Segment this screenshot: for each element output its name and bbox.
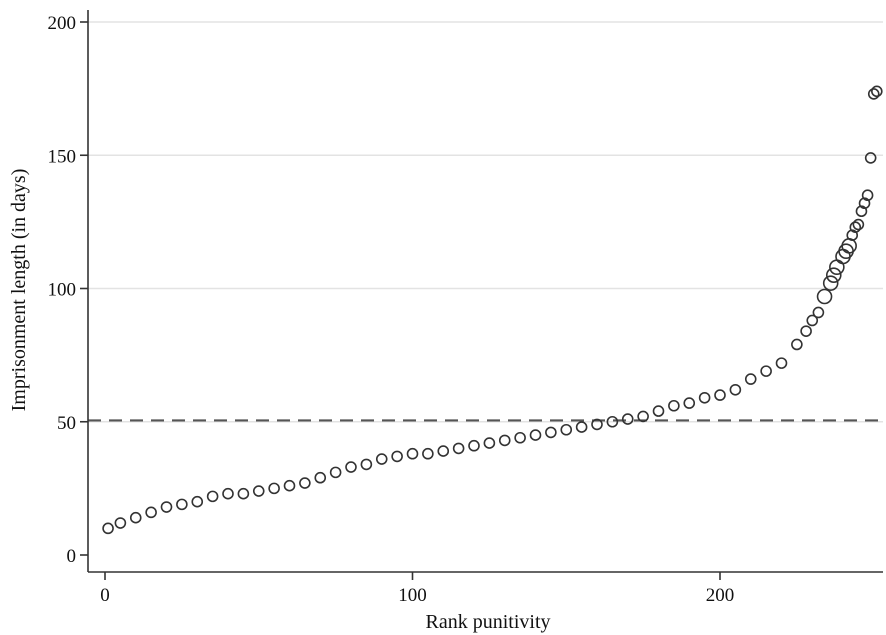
axes: 0 50 100 150 200 0 100 200 [48, 10, 883, 606]
data-point [391, 450, 403, 463]
data-point [606, 415, 619, 428]
data-point [206, 490, 219, 503]
data-point [806, 314, 819, 327]
x-tick-label: 0 [100, 585, 110, 606]
data-point [145, 506, 157, 519]
data-point [652, 405, 665, 417]
data-point [102, 522, 114, 535]
data-point [545, 426, 557, 439]
y-tick-label: 100 [48, 280, 77, 301]
data-point [514, 431, 526, 444]
data-point [268, 482, 280, 495]
data-point [791, 338, 803, 351]
y-axis-title: Imprisonment length (in days) [8, 169, 30, 412]
data-point [360, 458, 373, 471]
data-point [867, 88, 880, 100]
data-point [176, 498, 188, 511]
data-point [861, 189, 874, 202]
data-point [283, 479, 296, 492]
data-point [825, 267, 842, 283]
x-axis-title: Rank punitivity [426, 611, 551, 633]
data-point [729, 383, 742, 396]
data-point [852, 218, 865, 231]
y-tick-label: 150 [48, 146, 77, 167]
data-point [849, 221, 862, 234]
data-point [829, 259, 845, 275]
y-tick-label: 200 [48, 13, 77, 34]
y-tick-label: 50 [57, 413, 76, 434]
data-point [160, 501, 173, 513]
data-point [345, 461, 357, 473]
data-point [114, 517, 127, 529]
data-point [452, 442, 465, 455]
data-point [329, 466, 342, 479]
data-point [468, 439, 480, 452]
data-point [237, 487, 250, 500]
data-point [838, 243, 854, 259]
data-point [668, 399, 680, 412]
data-point [714, 389, 726, 401]
data-point [683, 397, 696, 409]
data-point [560, 423, 573, 436]
data-point [637, 410, 649, 423]
x-tick-label: 100 [398, 585, 427, 606]
data-point [422, 447, 434, 460]
data-point [800, 325, 812, 337]
data-point [744, 373, 757, 385]
data-point [871, 85, 883, 98]
data-point [775, 357, 788, 369]
data-point [591, 418, 603, 431]
data-point [816, 288, 833, 305]
data-points [102, 85, 883, 535]
data-point [498, 434, 511, 447]
data-point [437, 445, 450, 457]
data-point [406, 447, 419, 460]
data-point [191, 495, 204, 508]
gridlines [88, 21, 883, 423]
data-point [299, 477, 311, 489]
data-point [760, 365, 772, 377]
data-point [621, 413, 634, 425]
data-point [841, 238, 857, 254]
data-point [864, 152, 877, 164]
data-point [222, 487, 234, 500]
data-point [575, 421, 588, 433]
data-point [812, 306, 825, 319]
data-point [483, 437, 496, 449]
data-point [698, 391, 711, 404]
data-point [822, 275, 839, 291]
y-tick-label: 0 [67, 546, 77, 567]
data-point [314, 471, 327, 484]
data-point [529, 429, 542, 441]
x-tick-label: 200 [706, 585, 735, 606]
data-point [835, 248, 851, 265]
data-point [129, 511, 142, 524]
data-point [375, 453, 388, 465]
data-point [252, 485, 265, 497]
